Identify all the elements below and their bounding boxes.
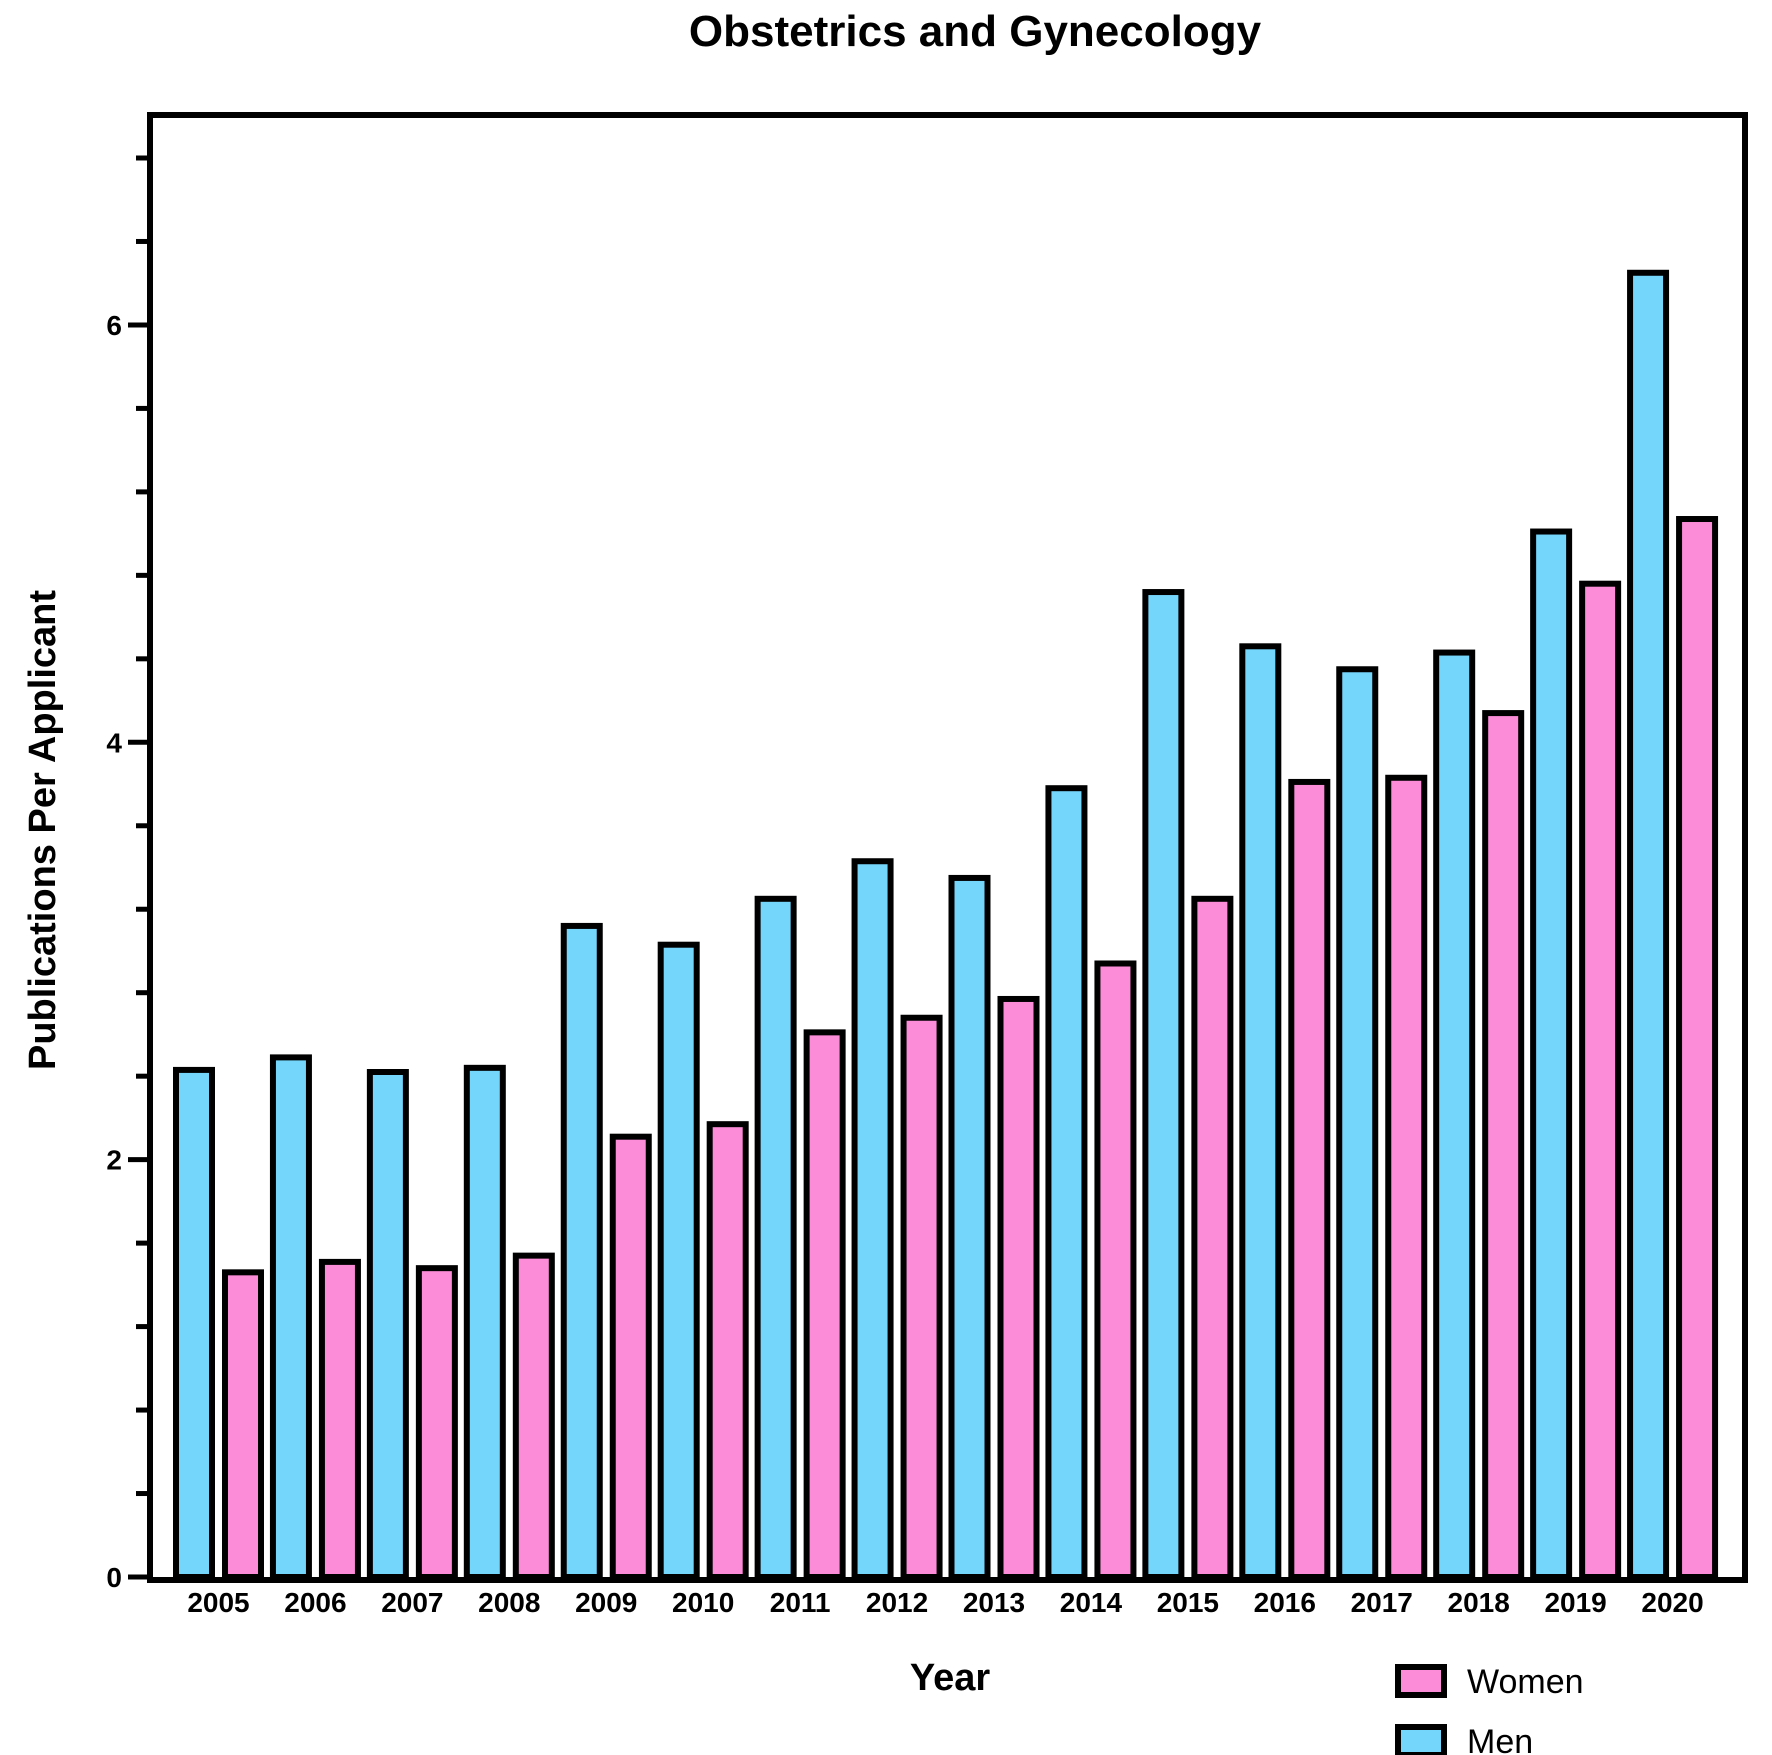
bar-men-2008 [463, 1064, 506, 1581]
plot-frame [147, 112, 1748, 1583]
bar-men-2013 [948, 874, 991, 1580]
legend: Women Men [1395, 1663, 1584, 1755]
bar-women-2006 [318, 1258, 361, 1581]
x-tick-label-2016: 2016 [1254, 1587, 1316, 1618]
bar-women-2013 [997, 995, 1040, 1580]
x-tick-label-2006: 2006 [284, 1587, 346, 1618]
bar-men-2005 [173, 1066, 215, 1580]
bar-women-2007 [415, 1265, 458, 1580]
bar-men-2006 [269, 1054, 312, 1581]
y-tick-label-2: 2 [106, 1145, 122, 1176]
bar-men-2007 [366, 1069, 409, 1580]
chart-title: Obstetrics and Gynecology [689, 7, 1262, 56]
x-axis: 2005 2006 2007 2008 2009 2010 2011 2012 2013 2014… [187, 1587, 1703, 1618]
bar-women-2012 [900, 1014, 943, 1580]
bar-men-2014 [1045, 785, 1088, 1580]
bar-men-2016 [1239, 643, 1282, 1580]
x-tick-label-2013: 2013 [963, 1587, 1025, 1618]
bars-layer [173, 269, 1719, 1581]
x-tick-label-2020: 2020 [1641, 1587, 1703, 1618]
bar-men-2017 [1336, 666, 1379, 1580]
x-tick-label-2010: 2010 [672, 1587, 734, 1618]
bar-men-2020 [1627, 269, 1670, 1580]
x-tick-label-2018: 2018 [1448, 1587, 1510, 1618]
x-tick-label-2011: 2011 [770, 1587, 831, 1618]
x-tick-label-2012: 2012 [866, 1587, 928, 1618]
x-tick-label-2009: 2009 [575, 1587, 637, 1618]
bar-men-2012 [851, 858, 894, 1580]
legend-swatch-women [1395, 1664, 1447, 1698]
bar-men-2015 [1142, 589, 1185, 1580]
bar-women-2016 [1288, 778, 1331, 1580]
bar-women-2019 [1579, 580, 1622, 1580]
x-tick-label-2017: 2017 [1351, 1587, 1413, 1618]
bar-men-2010 [657, 941, 700, 1580]
x-tick-label-2005: 2005 [187, 1587, 249, 1618]
x-tick-label-2008: 2008 [478, 1587, 540, 1618]
bar-women-2005 [222, 1269, 264, 1581]
bar-women-2017 [1385, 774, 1428, 1580]
bar-women-2020 [1676, 516, 1719, 1581]
bar-women-2008 [512, 1252, 555, 1580]
x-tick-label-2015: 2015 [1157, 1587, 1219, 1618]
bar-women-2009 [609, 1133, 652, 1580]
x-axis-title: Year [910, 1657, 991, 1699]
x-tick-label-2019: 2019 [1544, 1587, 1606, 1618]
x-tick-label-2007: 2007 [381, 1587, 443, 1618]
bar-women-2018 [1482, 710, 1525, 1580]
y-axis-title: Publications Per Applicant [22, 590, 64, 1070]
legend-label-men: Men [1467, 1723, 1533, 1755]
bar-men-2019 [1530, 528, 1573, 1580]
bar-men-2018 [1433, 649, 1476, 1580]
x-tick-label-2014: 2014 [1060, 1587, 1123, 1618]
bar-women-2010 [706, 1121, 749, 1581]
legend-label-women: Women [1467, 1663, 1584, 1701]
bar-women-2011 [803, 1029, 846, 1580]
bar-women-2015 [1191, 895, 1234, 1580]
bar-women-2014 [1094, 960, 1137, 1580]
y-axis: 0 2 4 6 [106, 155, 150, 1593]
y-tick-label-6: 6 [106, 310, 122, 341]
bar-men-2011 [754, 895, 797, 1580]
legend-swatch-men [1395, 1724, 1447, 1755]
y-tick-label-0: 0 [106, 1562, 122, 1593]
bar-men-2009 [560, 922, 603, 1580]
y-tick-label-4: 4 [106, 727, 122, 758]
